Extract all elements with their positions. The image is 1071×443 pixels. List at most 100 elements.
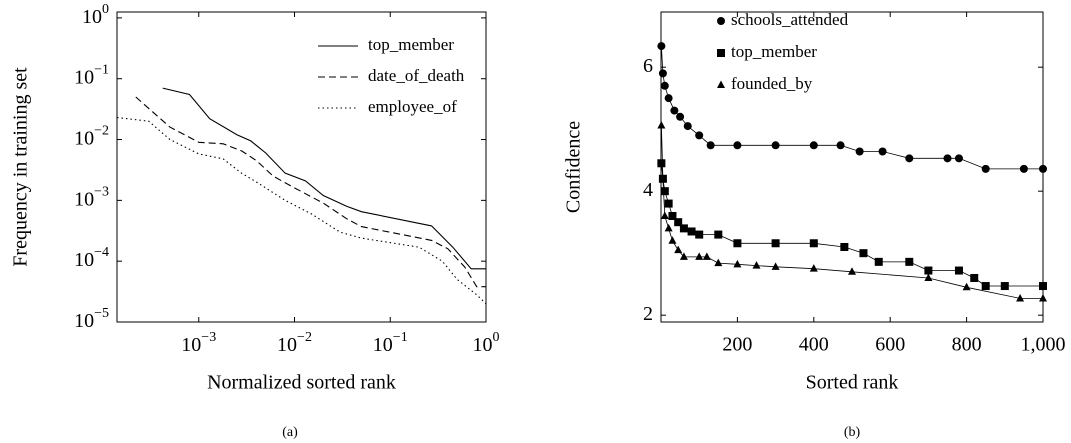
marker — [855, 147, 864, 156]
marker — [809, 264, 818, 272]
series-line — [116, 116, 487, 305]
marker — [676, 112, 685, 121]
marker — [668, 211, 677, 220]
series-line — [661, 46, 1043, 170]
marker — [679, 252, 688, 260]
x-tick-label: 10−2 — [277, 330, 312, 355]
marker — [660, 211, 669, 219]
marker — [848, 267, 856, 275]
marker — [954, 266, 963, 275]
legend-label: founded_by — [731, 74, 813, 93]
marker — [664, 223, 673, 232]
x-tick-label: 100 — [473, 330, 500, 355]
legend-label: employee_of — [368, 97, 457, 116]
marker — [714, 258, 723, 267]
marker — [1016, 293, 1025, 302]
y-axis-label: Frequency in training set — [10, 67, 32, 267]
marker — [981, 282, 990, 291]
marker — [664, 94, 673, 103]
marker — [657, 42, 666, 51]
y-tick-label: 10−3 — [74, 185, 109, 210]
x-tick-label: 10−3 — [181, 330, 216, 355]
x-tick-label: 10−1 — [373, 330, 408, 355]
x-tick-label: 400 — [799, 334, 829, 356]
y-tick-label: 10−2 — [74, 124, 109, 149]
caption: (b) — [844, 425, 861, 440]
y-tick-label: 10−4 — [74, 245, 109, 270]
marker — [733, 259, 742, 268]
x-axis-label: Normalized sorted rank — [207, 372, 396, 394]
plot-frame — [116, 11, 487, 323]
marker — [840, 242, 849, 251]
marker — [809, 239, 818, 248]
series-line — [661, 163, 1043, 287]
marker — [687, 227, 696, 236]
legend-label: date_of_death — [368, 66, 465, 85]
marker — [714, 230, 723, 239]
marker — [668, 236, 677, 244]
marker — [771, 141, 780, 150]
marker — [954, 154, 963, 163]
marker — [924, 266, 933, 275]
marker — [836, 141, 845, 150]
marker — [962, 282, 971, 291]
marker — [771, 262, 780, 270]
legend-label: top_member — [731, 42, 817, 61]
marker — [1039, 164, 1047, 173]
marker — [1019, 164, 1028, 173]
marker — [679, 224, 688, 233]
y-tick-label: 4 — [643, 179, 653, 201]
x-tick-label: 600 — [875, 334, 905, 356]
marker — [695, 131, 704, 140]
y-tick-label: 10−1 — [74, 63, 109, 88]
marker — [670, 106, 679, 115]
marker — [658, 69, 667, 78]
series-line — [162, 87, 486, 270]
marker — [859, 249, 868, 258]
marker — [706, 141, 715, 150]
marker — [1000, 282, 1009, 291]
marker — [905, 154, 914, 163]
marker — [657, 120, 666, 129]
marker — [660, 187, 669, 196]
caption: (a) — [282, 425, 298, 440]
series-line — [135, 96, 486, 288]
marker — [695, 252, 704, 260]
y-tick-label: 100 — [82, 2, 109, 27]
y-tick-label: 2 — [643, 303, 653, 325]
marker — [981, 164, 990, 173]
marker — [752, 261, 761, 269]
marker — [924, 273, 933, 281]
marker — [674, 218, 683, 227]
marker — [970, 273, 979, 282]
marker — [874, 257, 883, 266]
legend-label: top_member — [368, 35, 454, 54]
legend-marker — [717, 49, 725, 57]
x-axis-label: Sorted rank — [806, 372, 899, 394]
legend-marker — [717, 80, 725, 88]
marker — [660, 81, 669, 90]
marker — [702, 252, 711, 260]
marker — [733, 239, 742, 248]
marker — [674, 245, 683, 254]
marker — [943, 154, 952, 163]
marker — [683, 122, 692, 131]
marker — [733, 141, 742, 150]
marker — [809, 141, 818, 150]
marker — [695, 230, 704, 239]
y-tick-label: 6 — [643, 55, 653, 77]
marker — [657, 159, 666, 168]
marker — [878, 147, 887, 156]
x-tick-label: 800 — [952, 334, 982, 356]
marker — [658, 174, 667, 182]
marker — [1039, 282, 1047, 291]
marker — [1039, 293, 1047, 302]
marker — [905, 257, 914, 266]
y-axis-label: Confidence — [563, 121, 585, 213]
marker — [771, 239, 780, 248]
legend-label: schools_attended — [731, 10, 849, 29]
x-tick-label: 1,000 — [1021, 334, 1066, 356]
x-tick-label: 200 — [722, 334, 752, 356]
marker — [664, 199, 673, 208]
y-tick-label: 10−5 — [74, 306, 109, 331]
